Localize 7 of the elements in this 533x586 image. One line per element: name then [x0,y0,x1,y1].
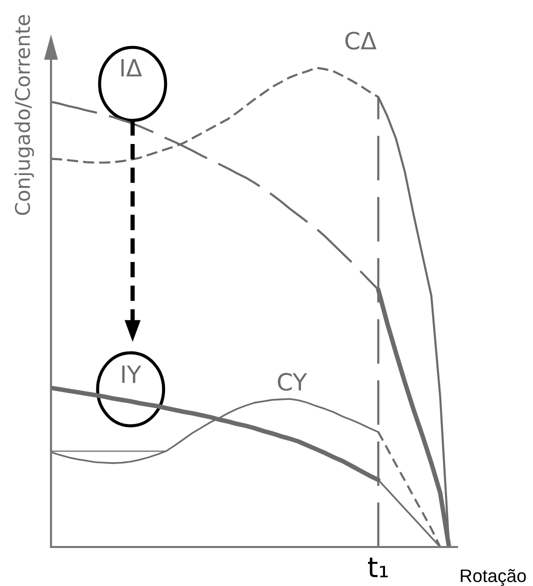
text: t₁ [368,558,388,578]
series-label: CΔ [345,32,376,50]
series-label: CY [278,372,308,391]
y-axis-title: Conjugado/Corrente [14,15,34,215]
series-label: IΔ [121,59,142,76]
series-label: IY [122,366,142,383]
x-axis-title: Rotação [460,569,526,586]
